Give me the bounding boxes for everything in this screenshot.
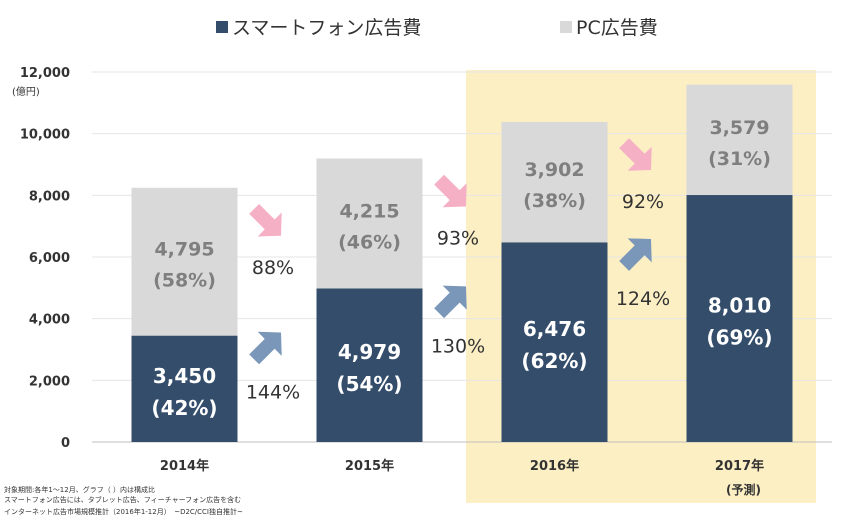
smartphone-share-label: (62%) [521,349,587,373]
smartphone-value-label: 8,010 [708,294,771,318]
smartphone-value-label: 3,450 [153,364,216,388]
footnote-period: 対象期間:各年1～12月、グラフ（ ）内は構成比 [4,486,155,494]
smartphone-share-label: (42%) [151,396,217,420]
smartphone-value-label: 6,476 [523,317,586,341]
smartphone-value-label: 4,979 [338,340,401,364]
legend-label: スマートフォン広告費 [232,17,421,39]
pc-value-label: 3,579 [709,117,769,139]
footnote-smartphone-scope: スマートフォン広告には、タブレット広告、フィーチャーフォン広告を含む [4,496,242,504]
pc-share-label: (58%) [153,270,216,292]
x-category-label: 2016年 [530,458,579,474]
pc-share-label: (46%) [338,231,401,253]
legend-swatch [216,21,228,33]
smartphone-growth-label: 130% [431,335,485,357]
pc-growth-arrow [434,174,467,208]
x-category-label: 2014年 [160,458,209,474]
pc-growth-arrow [619,138,652,171]
pc-value-label: 4,215 [339,200,399,222]
pc-growth-label: 92% [622,191,664,213]
pc-value-label: 4,795 [154,239,214,261]
footnote-source: インターネット広告市場規模推計（2016年1-12月） ~D2C/CCI独自推計… [4,508,243,516]
legend-swatch [560,21,572,33]
smartphone-bar [131,335,238,442]
smartphone-growth-label: 144% [246,381,300,403]
x-category-note: (予測) [726,482,761,497]
pc-growth-label: 93% [437,228,479,250]
legend-label: PC広告費 [576,17,658,39]
pc-bar [686,84,793,196]
pc-bar [316,158,423,289]
x-category-label: 2017年 [715,458,764,474]
smartphone-share-label: (69%) [706,326,772,350]
smartphone-growth-label: 124% [616,288,670,310]
axis-layer: 0 2,000 4,000 6,000 8,000 10,000 12,000 (億円) 201… [12,66,764,497]
y-tick-label: 8,000 [29,189,70,204]
smartphone-growth-arrow [249,331,282,365]
smartphone-share-label: (54%) [336,372,402,396]
pc-share-label: (31%) [708,148,771,170]
pc-growth-arrow [249,203,282,237]
y-tick-label: 10,000 [20,128,70,143]
smartphone-bar [316,288,423,442]
x-category-label: 2015年 [345,458,394,474]
bars-layer [131,84,793,442]
pc-bar [131,187,238,336]
y-tick-label: 4,000 [29,313,70,328]
smartphone-growth-arrow [619,238,652,271]
smartphone-bar [501,242,608,442]
legend-layer: スマートフォン広告費 PC広告費 [216,17,658,39]
pc-value-label: 3,902 [524,159,584,181]
smartphone-growth-arrow [434,285,467,319]
smartphone-bar [686,195,793,442]
labels-layer: 3,450 (42%) 4,795 (58%) 4,979 (54%) 4,215 (46%)… [151,117,772,420]
y-unit-label: (億円) [12,85,40,98]
y-tick-label: 6,000 [29,251,70,266]
arrows-layer [249,138,652,365]
y-tick-label: 0 [61,436,70,451]
pc-share-label: (38%) [523,190,586,212]
pc-growth-label: 88% [252,257,294,279]
pc-bar [501,122,608,243]
y-tick-label: 12,000 [20,66,70,81]
y-tick-label: 2,000 [29,374,70,389]
